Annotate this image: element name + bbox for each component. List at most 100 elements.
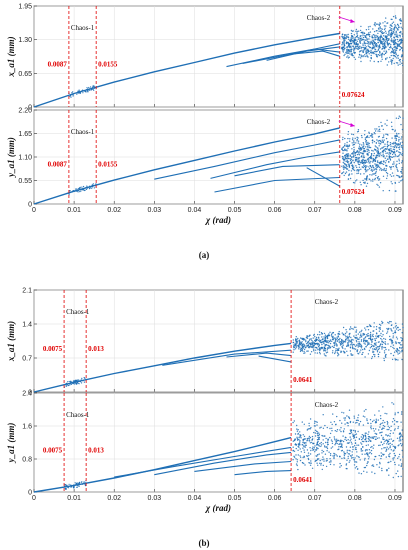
panel-a-top-chaos1-point (92, 88, 94, 91)
panel-b-top-chaos2-point (351, 327, 353, 330)
panel-b-bottom-chaos2-point (398, 464, 400, 466)
panel-b-bottom-chaos2-point (328, 451, 330, 453)
panel-b-top-chaos2-point (338, 333, 341, 335)
panel-a-bottom-chaos2-point (346, 149, 348, 151)
panel-a-bottom-chaos2-point (383, 169, 385, 171)
panel-b-bottom-chaos1-point (77, 485, 79, 487)
panel-b-bottom-chaos2-point (396, 437, 399, 439)
panel-b-top-chaos2-point (336, 352, 339, 354)
panel-b-top-chaos2-point (381, 340, 384, 343)
panel-b-bottom-chaos2-point (351, 454, 353, 456)
panel-b-bottom-frame (33, 392, 404, 493)
panel-b-top-chaos2-point (360, 333, 362, 335)
panel-b-top-chaos2-point (306, 335, 309, 337)
panel-a-bottom-chaos2-point (401, 160, 403, 162)
panel-a-bottom-chaos2-point (378, 155, 380, 157)
panel-a-bottom-chaos2-point (361, 147, 363, 149)
panel-a-bottom-chaos1-label: Chaos-1 (71, 128, 95, 136)
panel-b-top-chaos2-point (299, 348, 302, 350)
panel-a-bottom-chaos2-point (374, 168, 377, 170)
panel-a-bottom-chaos2-point (348, 166, 350, 168)
panel-b-bottom-chaos2-point (386, 428, 388, 431)
panel-a-top-chaos2-point (354, 52, 356, 54)
panel-b-top-chaos2-point (378, 341, 380, 343)
panel-a-top-chaos2-point (363, 48, 366, 50)
panel-a-top-chaos2-point (341, 36, 344, 38)
panel-a-bottom-chaos2-point (383, 161, 385, 163)
panel-a-top-chaos2-point (385, 38, 387, 41)
panel-a-top-chaos2-point (341, 47, 343, 49)
panel-a-bottom-chaos2-point (374, 128, 376, 130)
panel-a-top-chaos2-point (399, 63, 401, 65)
panel-b-bottom-chaos2-point (333, 421, 336, 423)
panel-b-top-chaos2-point (309, 338, 311, 340)
panel-b-bottom-chaos2-point (398, 437, 401, 439)
panel-a-top-chaos2-point (362, 46, 364, 49)
panel-a-top-chaos2-point (396, 57, 398, 59)
panel-b-top-chaos2-point (300, 347, 303, 350)
panel-b-bottom-xtick-label: 0.06 (268, 495, 282, 502)
panel-b-top-chaos1-point (78, 383, 80, 385)
panel-a-bottom-chaos2-point (392, 165, 394, 168)
panel-a-bottom-chaos2-point (372, 178, 374, 181)
panel-a-bottom-chaos2-point (379, 143, 381, 145)
panel-b-top-chaos2-point (369, 331, 372, 334)
panel-b-top-chaos2-point (394, 358, 396, 360)
panel-b-bottom-chaos2-point (320, 464, 322, 466)
panel-b-bottom-chaos2-point (400, 463, 403, 465)
panel-b-bottom-chaos2-point (357, 430, 359, 433)
panel-a-bottom-chaos2-point (353, 149, 355, 151)
panel-a-bottom-chaos2-point (400, 145, 403, 147)
panel-a-bottom-chaos2-point (351, 156, 353, 158)
panel-a-top-chaos2-point (401, 28, 403, 30)
panel-b-bottom-chaos2-point (355, 436, 358, 438)
panel-a-bottom-chaos2-point (390, 175, 393, 177)
panel-b-top-chaos2-point (303, 350, 305, 353)
panel-b-top-chaos1-point (81, 377, 83, 379)
panel-b-top-chaos2-point (380, 332, 382, 335)
panel-b-top-chaos2-point (378, 323, 381, 326)
panel-b-top-chaos2-point (309, 353, 312, 355)
panel-a-bottom-chaos2-point (394, 141, 397, 144)
panel-a-top-chaos2-point (395, 42, 397, 44)
panel-b-bottom-chaos2-point (349, 455, 352, 457)
panel-a-bottom-chaos2-point (396, 170, 399, 172)
panel-a-top-chaos2-point (377, 48, 380, 51)
panel-a-top-chaos2-point (358, 47, 360, 49)
panel-a-bottom-chaos2-point (356, 131, 359, 133)
panel-b-top-chaos2-point (349, 350, 352, 352)
panel-b-bottom-chaos2-point (318, 434, 320, 437)
panel-b-top-chaos2-point (329, 346, 332, 348)
panel-b-bottom-chaos2-point (359, 420, 362, 423)
panel-b-bottom-chaos2-point (378, 429, 380, 431)
panel-a-top-chaos2-point (373, 60, 375, 63)
panel-b-top-chaos2-point (357, 343, 359, 345)
panel-b-bottom-chaos2-point (296, 436, 298, 438)
panel-b-top-chaos2-point (381, 348, 383, 350)
panel-b-bottom-chaos2-point (320, 444, 323, 446)
panel-a-bottom-xtick-label: 0.08 (348, 207, 362, 214)
panel-b-top-chaos2-point (371, 357, 373, 360)
panel-b-bottom-chaos2-point (398, 453, 401, 456)
panel-b-bottom-chaos2-point (354, 422, 357, 424)
panel-a-top-chaos2-point (355, 28, 358, 31)
panel-a-top-chaos1-point (71, 92, 73, 94)
panel-a-bottom-chaos2-point (388, 153, 390, 155)
panel-a-bottom-vline-label: 0.07624 (342, 188, 365, 196)
panel-a-bottom-chaos2-point (398, 160, 400, 162)
panel-a-bottom-chaos2-point (378, 126, 380, 128)
panel-b-top-chaos2-point (336, 336, 338, 338)
panel-b-top-chaos2-point (391, 341, 394, 343)
panel-a-bottom-chaos2-point (352, 166, 355, 168)
panel-a-bottom-chaos2-point (356, 136, 358, 138)
panel-b-top-chaos2-point (295, 338, 297, 341)
panel-b-bottom-chaos2-point (380, 452, 382, 454)
panel-b-bottom-ytick-label: 0 (28, 490, 32, 497)
panel-a-top-chaos2-point (381, 28, 383, 30)
panel-b-top-chaos2-point (368, 343, 370, 346)
panel-a-top-chaos2-point (349, 53, 351, 55)
panel-b-top-chaos2-point (374, 348, 377, 351)
panel-a-bottom-chaos2-point (342, 161, 344, 164)
panel-b-bottom-ytick-label: 1.6 (22, 424, 32, 431)
panel-b-bottom-ylabel: y_a1 (mm) (6, 423, 16, 464)
